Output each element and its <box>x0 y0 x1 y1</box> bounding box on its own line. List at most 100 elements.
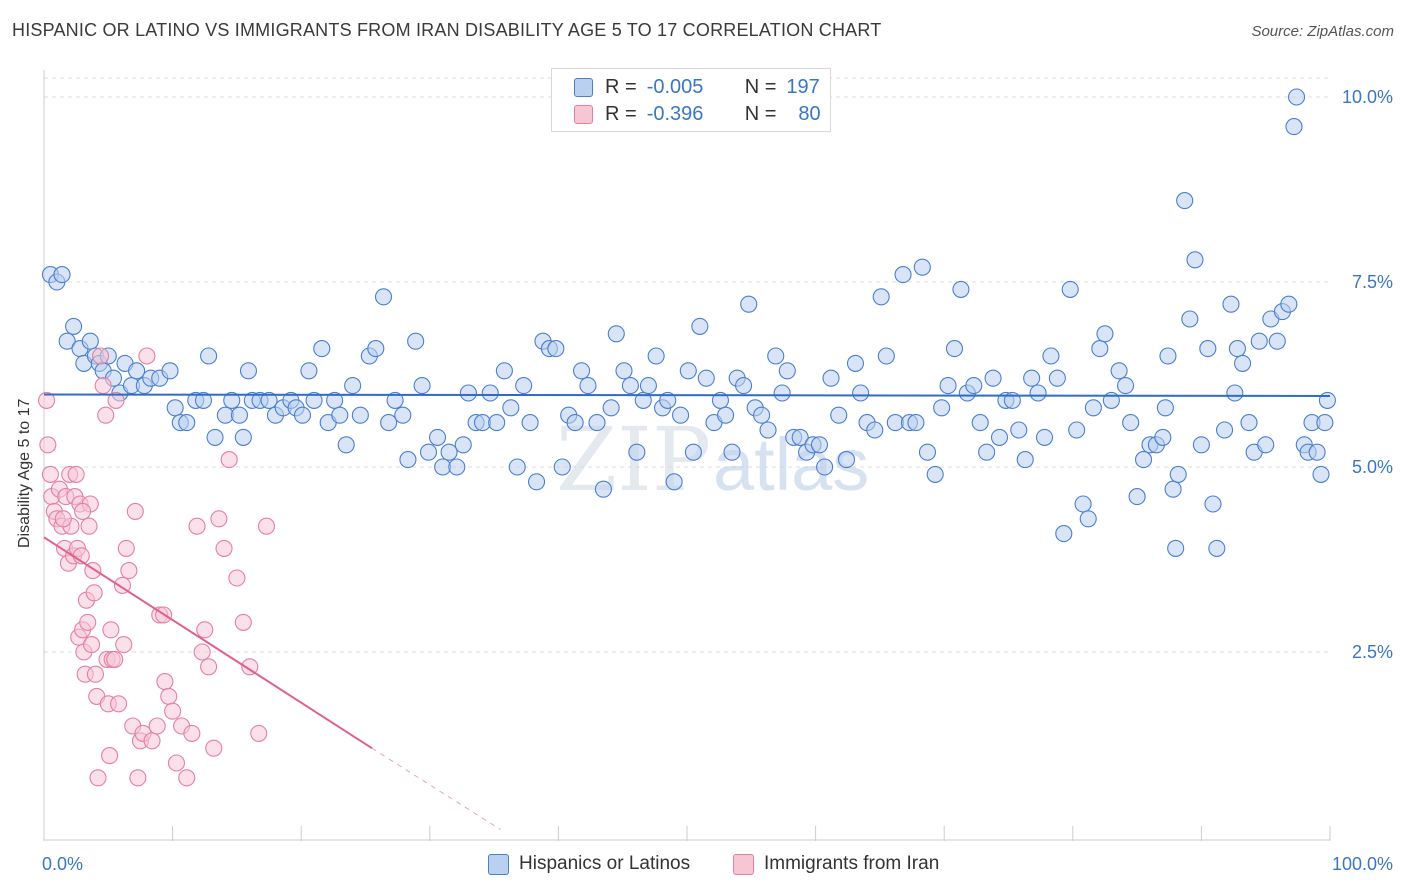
hispanics-point <box>521 414 539 432</box>
hispanics-point <box>1154 428 1172 446</box>
hispanics-point <box>553 458 571 476</box>
hispanics-point <box>810 436 829 454</box>
hispanics-point <box>166 399 184 417</box>
hispanics-point <box>1010 421 1028 439</box>
legend-row-iran: R = -0.396 N = 80 <box>574 102 821 126</box>
hispanics-point <box>344 377 362 395</box>
iran-point <box>115 636 133 654</box>
hispanics-point <box>1079 510 1097 528</box>
hispanics-point <box>1176 192 1194 210</box>
hispanics-point <box>1186 251 1204 269</box>
hispanics-point <box>939 377 957 395</box>
hispanics-point <box>894 266 912 284</box>
y-tick-label: 10.0% <box>1342 87 1393 107</box>
hispanics-point <box>877 347 895 365</box>
iran-point <box>38 391 56 409</box>
hispanics-point <box>830 406 848 424</box>
hispanics-point <box>1316 414 1334 432</box>
hispanics-point <box>1048 369 1066 387</box>
hispanics-point <box>952 280 970 298</box>
hispanics-point <box>367 340 385 358</box>
legend-n-key: N = <box>744 102 777 125</box>
hispanics-point <box>1228 340 1246 358</box>
hispanics-point <box>1074 495 1092 513</box>
iran-point <box>54 510 72 528</box>
iran-point <box>215 539 233 557</box>
iran-point <box>138 347 156 365</box>
iran-point <box>79 613 97 631</box>
correlation-legend: R = -0.005 N = 197 R = -0.396 N = 80 <box>551 68 831 132</box>
iran-point <box>86 665 104 683</box>
hispanics-point <box>194 391 213 409</box>
hispanics-point <box>628 443 646 461</box>
hispanics-point <box>1234 354 1252 372</box>
legend-r-key: R = <box>605 102 637 125</box>
bottom-legend-swatch-blue <box>488 853 509 875</box>
hispanics-point <box>260 391 278 409</box>
hispanics-point <box>386 391 404 409</box>
source-label: Source: ZipAtlas.com <box>1251 23 1394 40</box>
hispanics-point <box>990 428 1009 446</box>
hispanics-point <box>1192 436 1210 454</box>
hispanics-point <box>407 332 425 350</box>
legend-row-hispanics: R = -0.005 N = 197 <box>574 75 820 99</box>
hispanics-point <box>313 340 331 358</box>
bottom-legend-iran: Immigrants from Iran <box>733 852 939 876</box>
iran-point <box>234 613 252 631</box>
hispanics-point <box>740 295 758 313</box>
hispanics-point <box>691 317 709 335</box>
hispanics-point <box>293 406 312 424</box>
hispanics-point <box>759 421 777 439</box>
iran-point <box>160 687 178 705</box>
iran-point <box>120 562 138 580</box>
y-tick-label: 2.5% <box>1352 642 1393 662</box>
iran-point <box>101 747 119 765</box>
hispanics-point <box>1068 421 1086 439</box>
hispanics-point <box>579 377 597 395</box>
hispanics-point <box>481 384 499 402</box>
iran-point <box>193 643 211 661</box>
hispanics-point <box>1215 421 1234 439</box>
y-tick-label: 5.0% <box>1352 457 1393 477</box>
hispanics-point <box>394 406 412 424</box>
hispanics-point <box>65 317 83 335</box>
trend-lines <box>43 393 1331 831</box>
iran-point <box>129 769 147 787</box>
hispanics-point <box>684 443 702 461</box>
iran-point <box>80 517 98 535</box>
hispanics-point <box>679 362 697 380</box>
hispanics-point <box>778 362 796 380</box>
hispanics-point <box>723 443 741 461</box>
iran-point <box>89 769 107 787</box>
iran-point <box>94 377 112 395</box>
hispanics-point <box>58 332 76 350</box>
iran-point <box>188 517 206 535</box>
hispanics-point <box>488 414 506 432</box>
hispanics-point <box>615 362 633 380</box>
hispanics-point <box>547 340 565 358</box>
hispanics-point <box>1318 391 1336 409</box>
hispanics-point <box>945 340 964 358</box>
hispanics-point <box>1167 539 1185 557</box>
hispanics-point <box>1288 88 1306 106</box>
hispanics-point <box>508 458 526 476</box>
iran-point <box>210 510 228 528</box>
hispanics-point <box>933 399 951 417</box>
hispanics-point <box>1257 436 1275 454</box>
hispanics-point <box>459 384 477 402</box>
hispanics-point <box>1199 340 1217 358</box>
hispanics-point <box>351 406 369 424</box>
hispanics-point <box>621 377 639 395</box>
hispanics-point <box>206 428 224 446</box>
hispanics-point <box>178 414 196 432</box>
iran-point <box>167 754 186 772</box>
hispanics-point <box>448 458 466 476</box>
hispanics-point <box>1169 465 1187 483</box>
hispanics-point <box>1208 539 1226 557</box>
hispanics-point <box>399 451 417 469</box>
hispanics-point <box>419 443 438 461</box>
hispanics-point <box>454 436 472 454</box>
hispanics-point <box>602 399 620 417</box>
hispanics-point <box>926 465 944 483</box>
